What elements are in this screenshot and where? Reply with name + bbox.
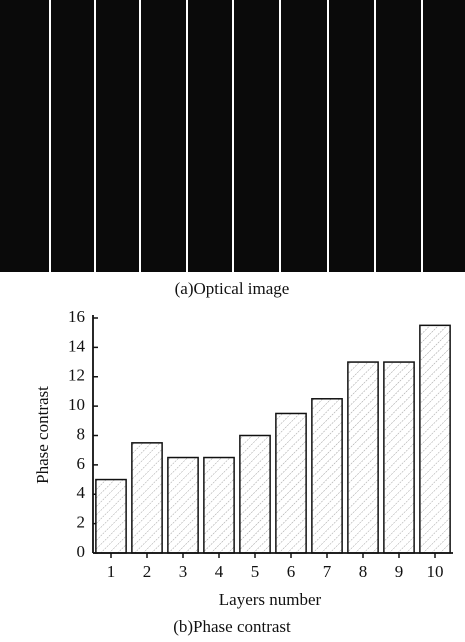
bar-hatch [96, 480, 126, 553]
x-tick-label: 3 [179, 562, 188, 581]
bar-hatch [384, 362, 414, 553]
x-tick-label: 2 [143, 562, 152, 581]
y-axis-label: Phase contrast [33, 386, 52, 484]
x-tick-label: 1 [107, 562, 116, 581]
x-axis-label: Layers number [219, 590, 322, 609]
y-tick-label: 12 [68, 366, 85, 385]
bar-hatch [348, 362, 378, 553]
page: {"figure_a": {"caption": "(a)Optical ima… [0, 0, 465, 642]
y-tick-label: 6 [77, 454, 86, 473]
y-tick-label: 0 [77, 542, 86, 561]
bar-hatch [168, 458, 198, 553]
chart-caption: (b)Phase contrast [173, 617, 291, 636]
x-tick-label: 4 [215, 562, 224, 581]
image-caption: (a)Optical image [175, 279, 290, 298]
bar-hatch [312, 399, 342, 553]
x-tick-label: 7 [323, 562, 332, 581]
y-tick-label: 14 [68, 336, 86, 355]
bar-hatch [276, 413, 306, 553]
x-tick-label: 10 [427, 562, 444, 581]
y-tick-label: 4 [77, 483, 86, 502]
bar-hatch [204, 458, 234, 553]
x-tick-label: 9 [395, 562, 404, 581]
y-tick-label: 2 [77, 513, 86, 532]
figure: (a)Optical image (b)Phase contrast Layer… [0, 0, 465, 642]
x-tick-label: 8 [359, 562, 368, 581]
bar-hatch [132, 443, 162, 553]
x-tick-label: 5 [251, 562, 260, 581]
bar-hatch [420, 325, 450, 553]
optical-image [0, 0, 465, 272]
bar-hatch [240, 436, 270, 554]
x-tick-label: 6 [287, 562, 296, 581]
y-tick-label: 16 [68, 307, 85, 326]
y-tick-label: 8 [77, 424, 86, 443]
y-tick-label: 10 [68, 395, 85, 414]
